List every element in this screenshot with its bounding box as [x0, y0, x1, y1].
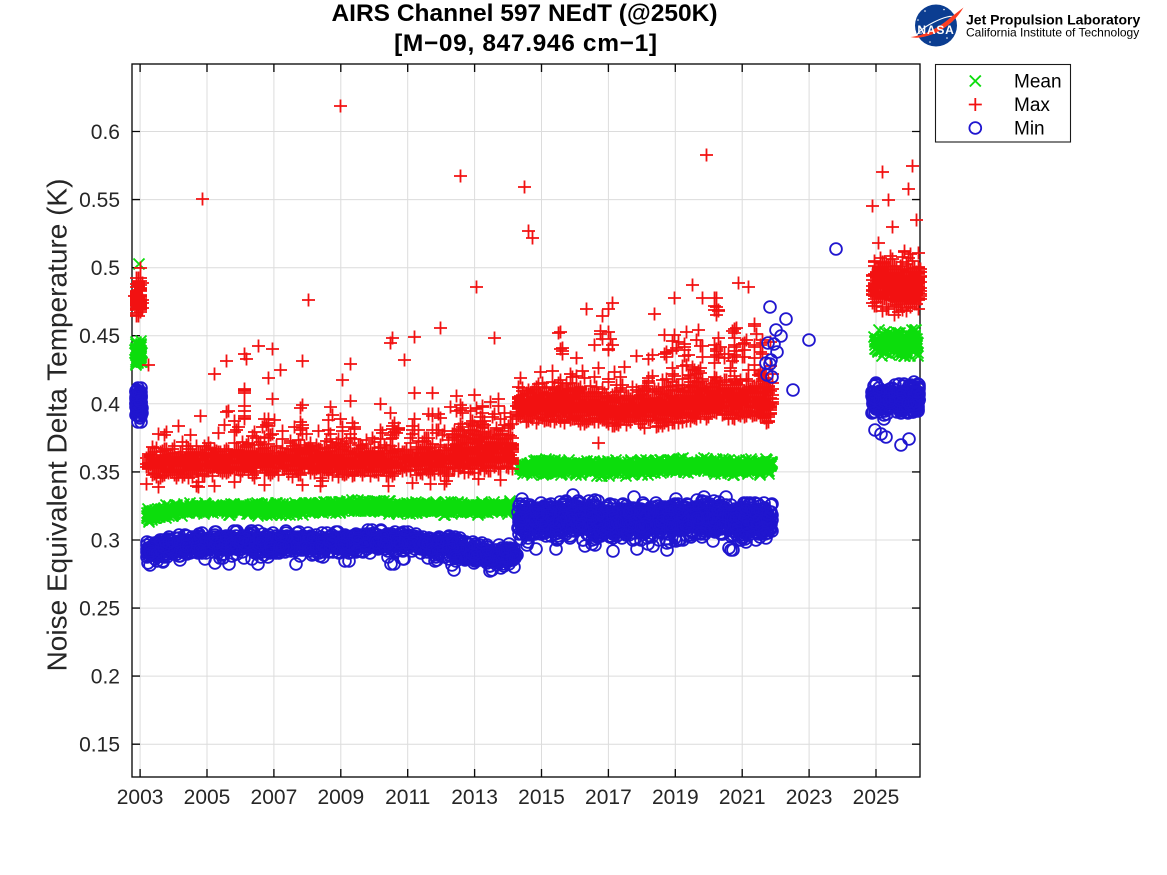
svg-text:0.45: 0.45	[79, 325, 120, 348]
svg-text:2009: 2009	[317, 786, 364, 809]
svg-text:Max: Max	[1014, 95, 1050, 116]
svg-text:Mean: Mean	[1014, 72, 1062, 93]
svg-text:0.5: 0.5	[91, 257, 120, 280]
svg-text:0.6: 0.6	[91, 121, 120, 144]
svg-text:Jet Propulsion Laboratory: Jet Propulsion Laboratory	[966, 12, 1140, 28]
svg-text:Min: Min	[1014, 119, 1045, 140]
svg-text:0.55: 0.55	[79, 189, 120, 212]
svg-text:2017: 2017	[585, 786, 632, 809]
svg-text:2005: 2005	[184, 786, 231, 809]
svg-text:2011: 2011	[385, 786, 430, 809]
svg-text:0.2: 0.2	[91, 666, 120, 689]
svg-text:AIRS Channel 597 NEdT (@250K): AIRS Channel 597 NEdT (@250K)	[331, 0, 717, 27]
svg-text:2003: 2003	[117, 786, 164, 809]
svg-text:0.3: 0.3	[91, 530, 120, 553]
svg-text:2007: 2007	[251, 786, 298, 809]
svg-text:2021: 2021	[719, 786, 766, 809]
svg-text:2013: 2013	[451, 786, 498, 809]
svg-text:[M−09, 847.946 cm−1]: [M−09, 847.946 cm−1]	[394, 30, 658, 57]
svg-text:0.35: 0.35	[79, 461, 120, 484]
svg-text:Noise Equivalent Delta Tempera: Noise Equivalent Delta Temperature (K)	[42, 179, 73, 672]
svg-text:NASA: NASA	[917, 23, 954, 37]
svg-text:2025: 2025	[853, 786, 900, 809]
svg-text:2023: 2023	[786, 786, 833, 809]
svg-text:0.25: 0.25	[79, 598, 120, 621]
svg-text:California Institute of Techno: California Institute of Technology	[966, 26, 1139, 40]
svg-text:2015: 2015	[518, 786, 565, 809]
svg-text:0.4: 0.4	[91, 393, 121, 416]
svg-text:2019: 2019	[652, 786, 699, 809]
svg-text:0.15: 0.15	[79, 734, 120, 757]
